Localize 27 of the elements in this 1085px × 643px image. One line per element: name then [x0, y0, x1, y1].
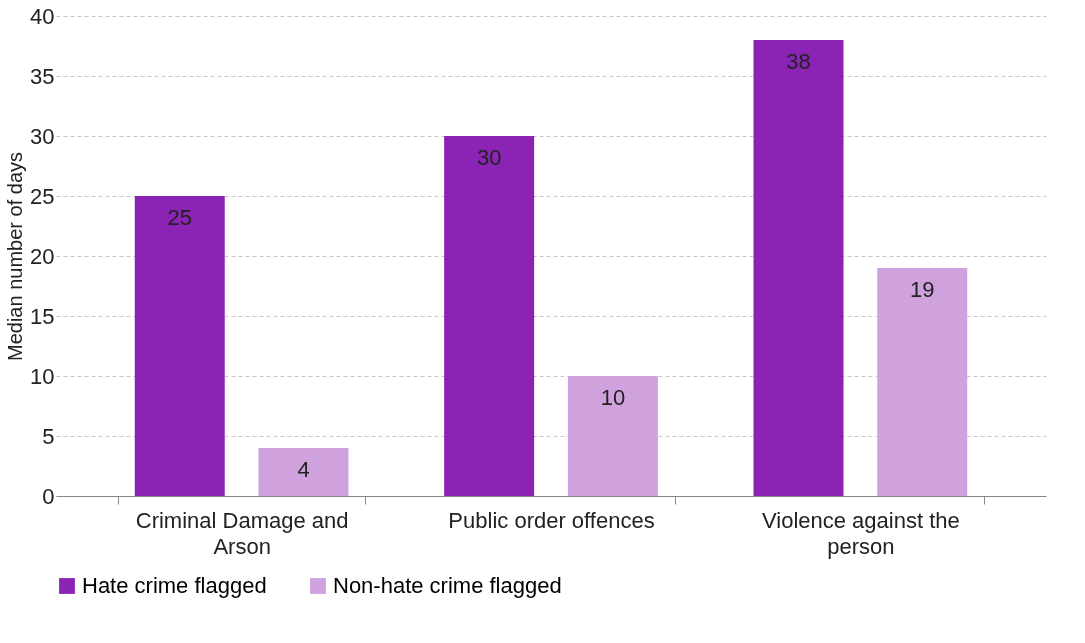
y-tick-label: 5: [42, 423, 55, 449]
x-tick-label: Criminal Damage and Arson: [135, 507, 349, 559]
y-tick-label: 30: [30, 123, 55, 149]
bar: [567, 376, 658, 496]
legend-label: Hate crime flagged: [82, 573, 267, 598]
y-tick-label: 25: [30, 183, 55, 209]
data-label: 25: [167, 205, 192, 230]
bar: [134, 196, 225, 496]
data-label: 19: [910, 277, 935, 302]
y-tick-label: 10: [30, 363, 55, 389]
data-label: 30: [476, 145, 502, 170]
bar: [258, 448, 349, 496]
data-label: 10: [600, 385, 626, 410]
y-tick-label: 15: [30, 303, 55, 329]
legend-label: Non-hate crime flagged: [333, 573, 562, 598]
data-label: 4: [297, 457, 310, 482]
y-axis-title: Median number of days: [4, 151, 27, 362]
data-label: 38: [786, 49, 811, 74]
y-tick-label: 40: [30, 3, 55, 29]
bar: [444, 136, 535, 496]
x-tick-label: Violence against the person: [762, 507, 960, 559]
bar: [877, 268, 968, 496]
x-tick-label: Public order offences: [448, 507, 655, 533]
y-tick-label: 0: [42, 483, 55, 509]
bar: [753, 40, 844, 496]
y-tick-label: 20: [30, 243, 55, 269]
y-tick-label: 35: [30, 63, 55, 89]
